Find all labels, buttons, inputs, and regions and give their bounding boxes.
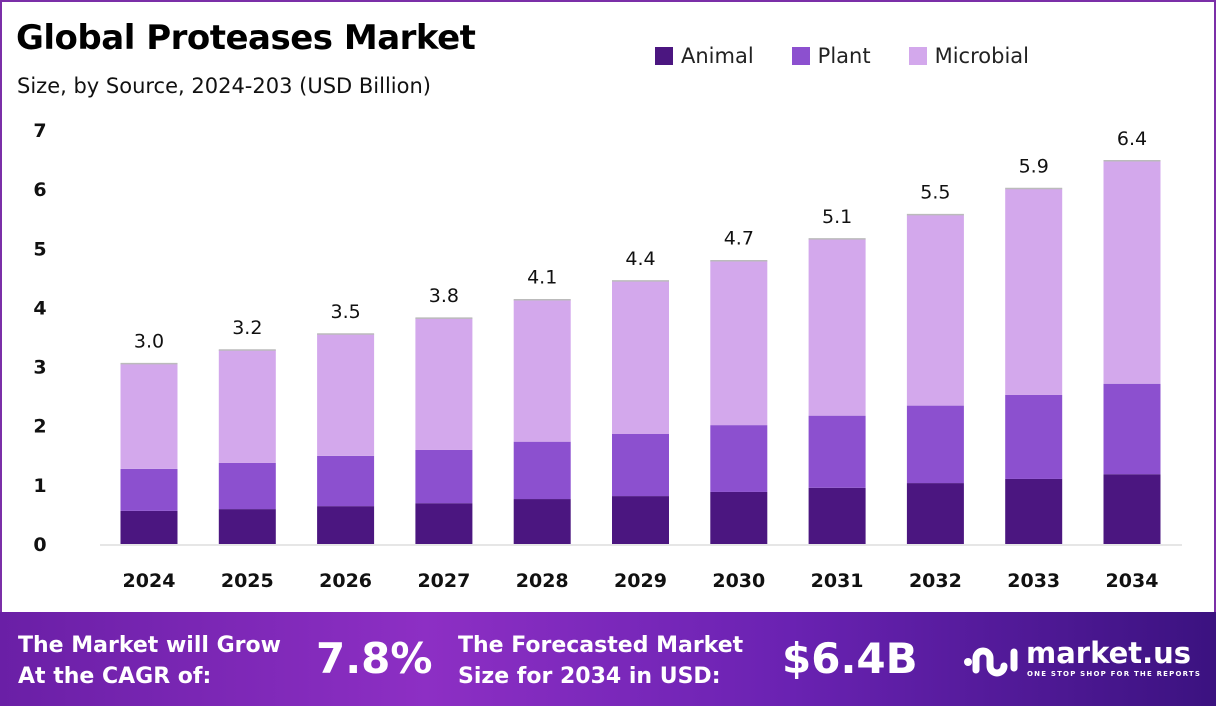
legend-item-microbial: Microbial	[908, 44, 1029, 68]
bar-segment-plant	[808, 415, 866, 488]
total-value-label: 5.1	[822, 206, 852, 228]
bar-segment-plant	[906, 405, 964, 484]
total-value-label: 5.5	[920, 182, 950, 204]
total-value-label: 3.5	[330, 301, 360, 323]
bar-segment-animal	[415, 503, 473, 544]
bar-chart: 0 1 2 3 4 5 6 7 3.0 2024 3.2 2025 3.5 2026 3.8 2027 4.1 2…	[33, 120, 1182, 592]
y-tick-label: 2	[33, 416, 46, 438]
bar-segment-animal	[513, 499, 571, 544]
total-value-label: 4.1	[527, 267, 557, 289]
legend-item-animal: Animal	[655, 44, 754, 68]
total-value-label: 6.4	[1117, 128, 1147, 150]
bar-segment-microbial	[1103, 160, 1161, 384]
legend: Animal Plant Microbial	[655, 44, 1067, 68]
legend-swatch	[655, 47, 673, 65]
logo-icon	[964, 647, 1018, 677]
bar-segment-microbial	[612, 280, 669, 434]
bar-segment-plant	[415, 449, 473, 504]
bar-segment-animal	[120, 510, 178, 544]
x-tick-label: 2025	[221, 570, 274, 592]
bar-segment-plant	[1103, 383, 1161, 475]
chart-subtitle: Size, by Source, 2024-203 (USD Billion)	[17, 74, 431, 98]
bar-segment-plant	[317, 455, 375, 507]
forecast-value: $6.4B	[782, 634, 918, 683]
bar-segment-plant	[1005, 394, 1063, 479]
legend-label: Plant	[817, 44, 871, 68]
bar-segment-animal	[1103, 474, 1161, 544]
bar-segment-animal	[317, 506, 375, 544]
total-value-label: 3.2	[232, 317, 262, 339]
legend-label: Animal	[681, 44, 754, 68]
x-tick-label: 2030	[712, 570, 765, 592]
bar-segment-microbial	[513, 299, 571, 442]
x-tick-label: 2027	[417, 570, 470, 592]
chart-title: Global Proteases Market	[16, 18, 476, 58]
total-value-label: 4.4	[625, 248, 655, 270]
footer-banner: The Market will Grow At the CAGR of: 7.8%…	[0, 612, 1216, 706]
logo-tagline: ONE STOP SHOP FOR THE REPORTS	[1027, 670, 1202, 678]
bar-segment-microbial	[906, 214, 964, 406]
x-tick-label: 2032	[909, 570, 962, 592]
total-value-label: 3.8	[429, 285, 459, 307]
chart-frame	[0, 0, 1216, 612]
bar-segment-plant	[120, 468, 178, 511]
total-value-label: 4.7	[724, 228, 754, 250]
x-tick-label: 2026	[319, 570, 372, 592]
total-value-label: 3.0	[134, 331, 164, 353]
x-tick-label: 2034	[1106, 570, 1159, 592]
bar-segment-microbial	[808, 238, 866, 416]
legend-swatch	[791, 47, 810, 65]
forecast-label: The Forecasted Market Size for 2034 in US…	[458, 633, 744, 689]
x-tick-label: 2024	[123, 570, 176, 592]
total-value-label: 5.9	[1019, 156, 1049, 178]
cagr-value: 7.8%	[316, 634, 433, 683]
bar-segment-microbial	[415, 318, 473, 450]
y-tick-label: 5	[33, 238, 46, 260]
bar-segment-microbial	[710, 260, 768, 426]
bar-segment-microbial	[1005, 188, 1063, 395]
bar-segment-plant	[513, 441, 571, 500]
cagr-label: The Market will Grow At the CAGR of:	[18, 633, 281, 689]
bar-segment-microbial	[120, 363, 178, 469]
x-tick-label: 2028	[516, 570, 569, 592]
bar-segment-plant	[218, 462, 276, 510]
bar-segment-animal	[1005, 478, 1063, 544]
x-tick-label: 2031	[811, 570, 864, 592]
bar-segment-animal	[808, 487, 866, 544]
y-tick-label: 4	[33, 297, 46, 319]
bar-segment-animal	[218, 509, 276, 544]
bar-segment-plant	[710, 425, 768, 492]
logo-text: market.us	[1026, 636, 1192, 670]
legend-item-plant: Plant	[791, 44, 871, 68]
x-tick-label: 2033	[1007, 570, 1060, 592]
legend-label: Microbial	[934, 44, 1029, 68]
legend-swatch	[908, 47, 927, 65]
bar-segment-plant	[612, 433, 669, 497]
y-tick-label: 1	[33, 475, 46, 497]
y-tick-label: 0	[33, 534, 46, 556]
y-tick-label: 7	[33, 120, 46, 142]
bar-segment-microbial	[218, 350, 276, 463]
y-tick-label: 6	[33, 179, 46, 201]
bar-segment-animal	[710, 491, 768, 544]
y-tick-label: 3	[33, 357, 46, 379]
bar-segment-animal	[612, 496, 669, 544]
x-tick-label: 2029	[614, 570, 667, 592]
bar-segment-microbial	[317, 334, 375, 456]
bar-segment-animal	[906, 483, 964, 544]
